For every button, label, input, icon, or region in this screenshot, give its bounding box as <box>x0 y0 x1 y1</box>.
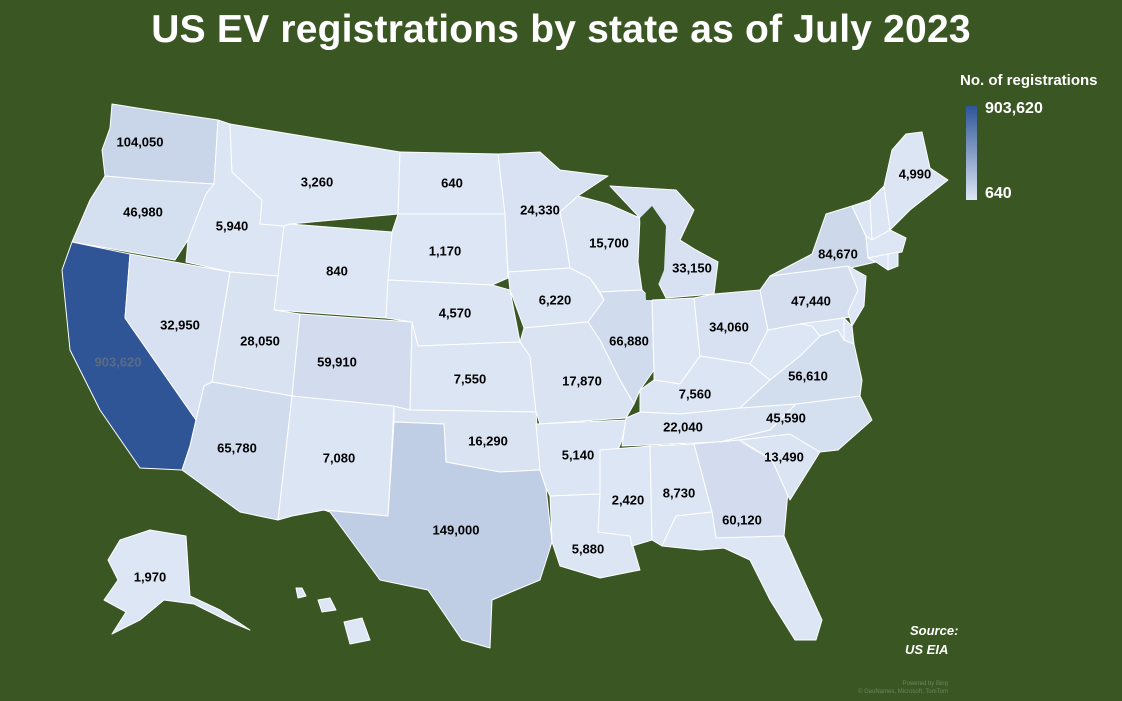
legend-min-label: 640 <box>985 185 1012 202</box>
state-nc[interactable] <box>719 395 873 453</box>
map-credit: Powered by Bing © GeoNames, Microsoft, T… <box>836 680 948 696</box>
state-label-tx: 149,000 <box>433 522 480 537</box>
source-label: Source: <box>910 623 959 638</box>
state-label-me: 4,990 <box>899 166 932 181</box>
state-label-la: 5,880 <box>572 541 605 556</box>
state-label-mo: 17,870 <box>562 373 602 388</box>
state-label-nc: 45,590 <box>766 410 806 425</box>
state-label-nd: 640 <box>441 175 463 190</box>
state-label-co: 59,910 <box>317 354 357 369</box>
legend-color-scale <box>966 106 977 200</box>
state-label-mn: 24,330 <box>520 202 560 217</box>
state-label-ak: 1,970 <box>134 569 167 584</box>
state-label-mi: 33,150 <box>672 260 712 275</box>
source-note: Source: US EIA <box>905 621 958 659</box>
state-label-al: 8,730 <box>663 485 696 500</box>
state-label-ga: 60,120 <box>722 512 762 527</box>
state-label-mt: 3,260 <box>301 174 334 189</box>
state-fl[interactable] <box>661 511 823 641</box>
state-label-va: 56,610 <box>788 368 828 383</box>
legend-title: No. of registrations <box>960 72 1098 89</box>
state-tx[interactable] <box>323 421 553 649</box>
state-label-nm: 7,080 <box>323 450 356 465</box>
state-hi-island-3[interactable] <box>343 617 371 645</box>
state-ri[interactable] <box>887 251 899 271</box>
state-label-ne: 4,570 <box>439 305 472 320</box>
state-label-oh: 34,060 <box>709 319 749 334</box>
state-label-ms: 2,420 <box>612 492 645 507</box>
map-title: US EV registrations by state as of July … <box>151 8 971 51</box>
state-label-tn: 22,040 <box>663 419 703 434</box>
state-label-sc: 13,490 <box>764 449 804 464</box>
state-label-ky: 7,560 <box>679 386 712 401</box>
credit-line-2: © GeoNames, Microsoft, TomTom <box>858 689 948 695</box>
legend-max-label: 903,620 <box>985 100 1043 117</box>
state-label-ar: 5,140 <box>562 447 595 462</box>
state-label-or: 46,980 <box>123 204 163 219</box>
credit-line-1: Powered by Bing <box>902 681 948 687</box>
state-label-az: 65,780 <box>217 440 257 455</box>
state-label-ks: 7,550 <box>454 371 487 386</box>
state-label-il: 66,880 <box>609 333 649 348</box>
state-value-labels: 104,050 46,980 903,620 5,940 32,950 3,260 840 2… <box>95 134 932 584</box>
source-value: US EIA <box>905 642 949 657</box>
state-hi[interactable] <box>295 587 307 599</box>
state-label-nv: 32,950 <box>160 317 200 332</box>
state-label-wa: 104,050 <box>117 134 164 149</box>
state-md[interactable] <box>799 317 845 341</box>
state-label-ut: 28,050 <box>240 333 280 348</box>
state-label-ok: 16,290 <box>468 433 508 448</box>
state-label-sd: 1,170 <box>429 243 462 258</box>
state-label-pa: 47,440 <box>791 293 831 308</box>
state-label-ia: 6,220 <box>539 292 572 307</box>
state-label-id: 5,940 <box>216 218 249 233</box>
state-label-ca: 903,620 <box>95 354 142 369</box>
state-hi-island-2[interactable] <box>317 597 337 613</box>
state-me[interactable] <box>883 131 949 231</box>
state-label-wi: 15,700 <box>589 235 629 250</box>
lake-michigan <box>640 206 666 300</box>
state-ak[interactable] <box>103 529 251 635</box>
state-label-wy: 840 <box>326 263 348 278</box>
state-label-ny: 84,670 <box>818 246 858 261</box>
